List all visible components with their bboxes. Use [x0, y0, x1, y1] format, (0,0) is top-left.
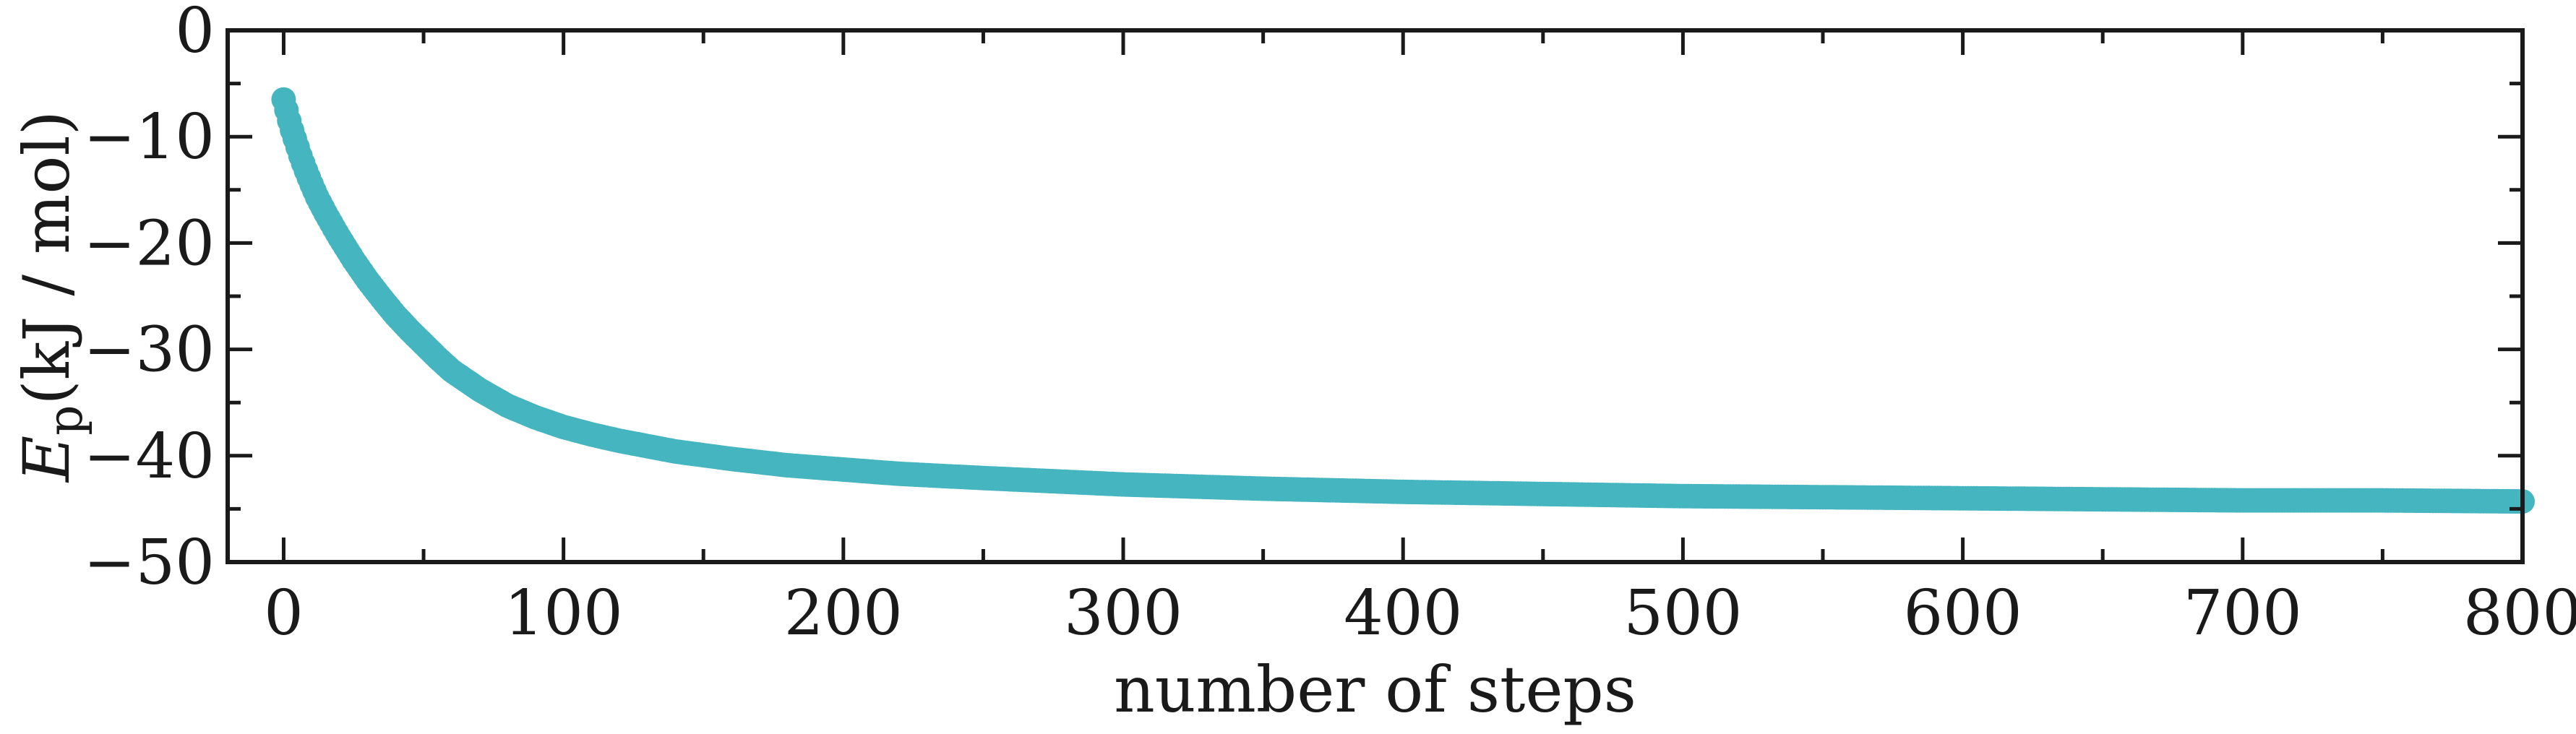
x-tick-label: 300 — [1064, 577, 1182, 649]
y-tick-label: 0 — [175, 0, 215, 67]
y-tick-label: −30 — [84, 314, 215, 387]
y-axis-unit: (kJ / mol) — [9, 111, 84, 405]
y-tick-label: −20 — [84, 207, 215, 280]
y-tick-label: −50 — [84, 527, 215, 599]
x-tick-label: 600 — [1904, 577, 2022, 649]
x-tick-label: 100 — [505, 577, 623, 649]
x-tick-label: 500 — [1623, 577, 1742, 649]
x-tick-label: 200 — [784, 577, 903, 649]
data-points — [271, 87, 2535, 514]
tick-labels: 0 100 200 300 400 500 600 700 800 0 −10 −20 −30 −40 −5… — [84, 0, 2576, 649]
x-tick-label: 800 — [2463, 577, 2576, 649]
x-tick-label: 0 — [264, 577, 304, 649]
y-axis-label: Ep(kJ / mol) — [9, 111, 93, 483]
y-axis-subscript: p — [38, 405, 93, 435]
axes — [226, 28, 2525, 564]
y-axis-symbol: E — [9, 436, 84, 483]
x-tick-label: 400 — [1344, 577, 1462, 649]
y-tick-label: −10 — [84, 101, 215, 173]
x-tick-label: 700 — [2184, 577, 2302, 649]
y-tick-label: −40 — [84, 420, 215, 493]
x-axis-label: number of steps — [1114, 652, 1636, 727]
